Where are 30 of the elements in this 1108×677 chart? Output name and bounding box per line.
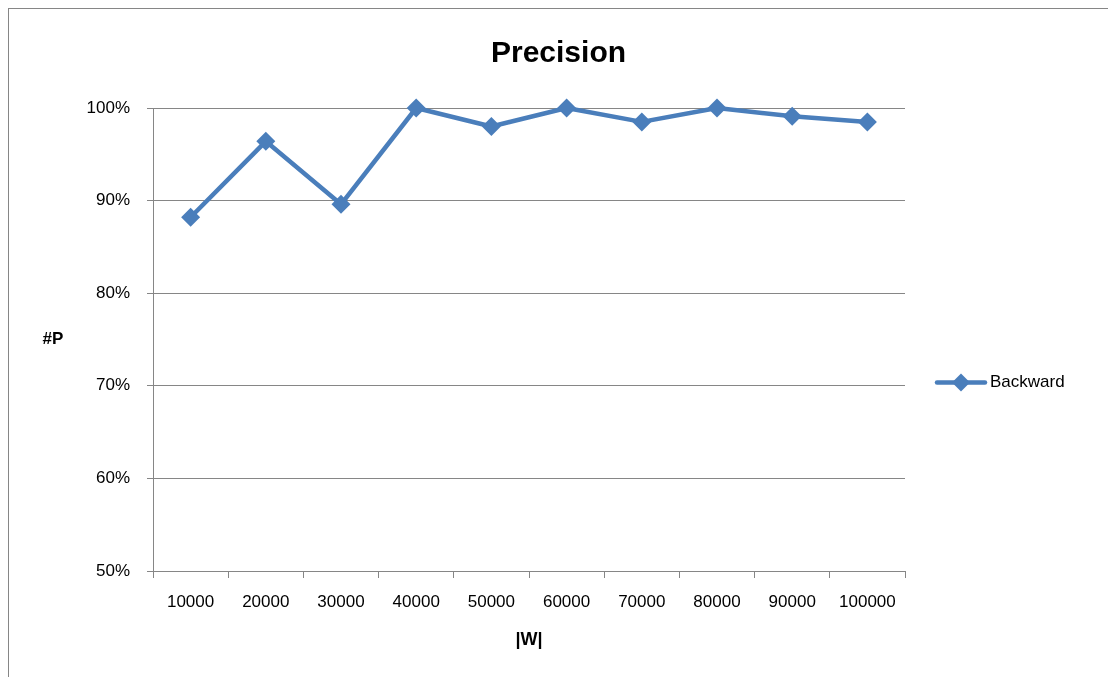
y-tick-label: 90% — [95, 190, 130, 210]
x-tick-label: 10000 — [166, 591, 215, 611]
point — [557, 98, 577, 118]
x-tick-label: 20000 — [242, 591, 290, 611]
point — [857, 112, 877, 132]
x-tick-label: 100000 — [839, 591, 896, 611]
chart-title: Precision — [490, 35, 627, 69]
x-axis-title: |W| — [515, 629, 543, 650]
point — [481, 117, 501, 137]
legend-label: Backward — [990, 372, 1065, 392]
y-tick-label: 60% — [95, 468, 130, 488]
y-tick-label: 70% — [95, 375, 130, 395]
point — [256, 131, 276, 151]
x-tick-label: 30000 — [317, 591, 365, 611]
x-tick-label: 60000 — [542, 591, 591, 611]
x-tick-label: 40000 — [392, 591, 440, 611]
y-axis-title: #P — [42, 329, 64, 349]
y-tick-label: 80% — [95, 282, 130, 302]
point — [181, 207, 201, 227]
point — [406, 98, 426, 118]
point — [331, 194, 351, 214]
point — [707, 98, 727, 118]
y-tick-label: 50% — [95, 560, 130, 580]
x-tick-label: 80000 — [693, 591, 741, 611]
y-tick-label: 100% — [86, 97, 130, 117]
x-tick-label: 50000 — [467, 591, 516, 611]
x-tick-label: 70000 — [618, 591, 666, 611]
x-tick-label: 90000 — [768, 591, 816, 611]
point — [782, 106, 802, 126]
point — [632, 112, 652, 132]
